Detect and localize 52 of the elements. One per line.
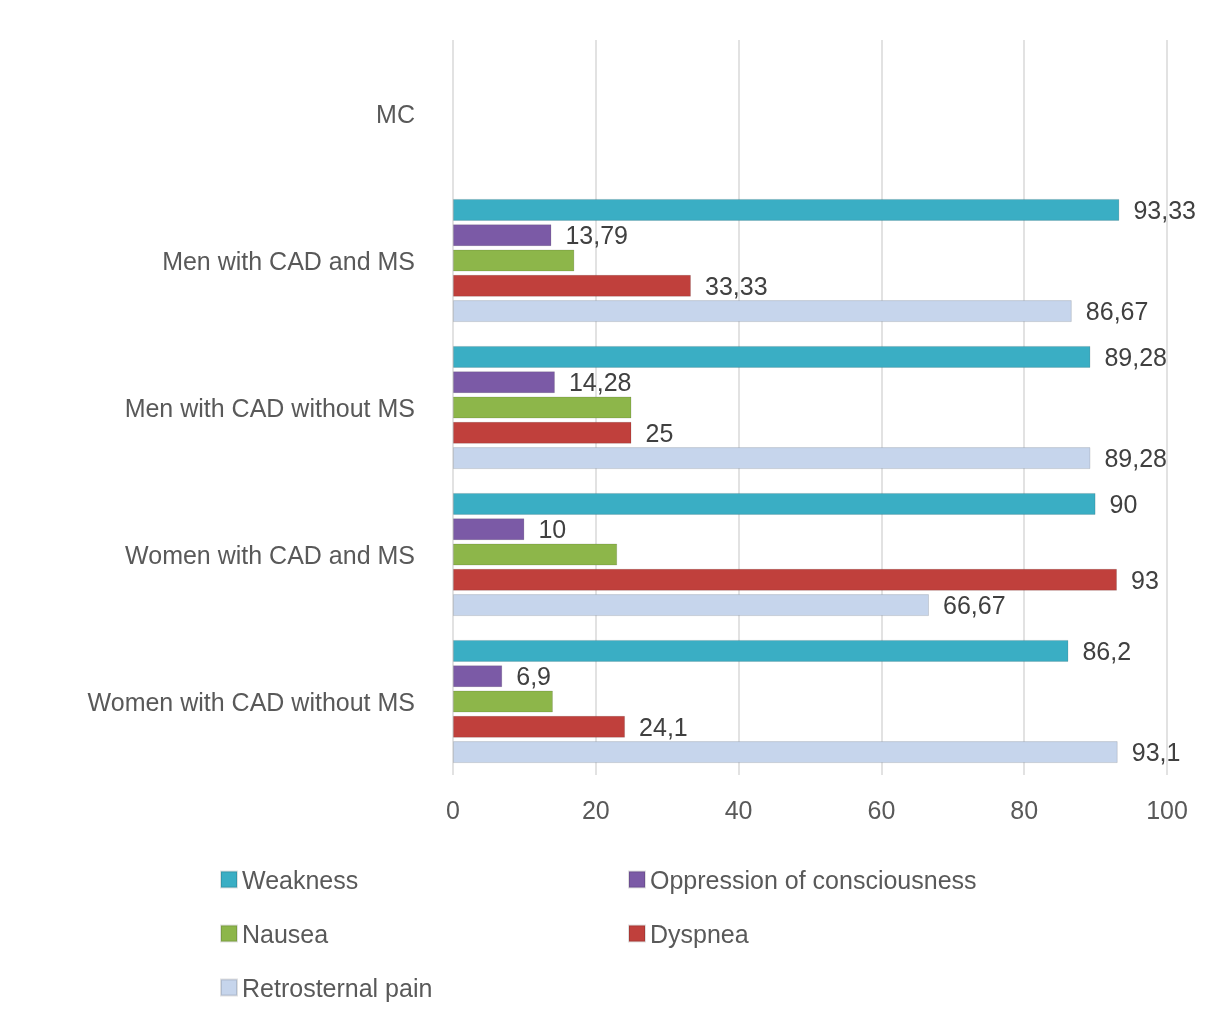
- bar: [453, 639, 1069, 662]
- legend-label: Nausea: [242, 919, 329, 948]
- x-tick-label: 40: [724, 795, 753, 824]
- bar: [453, 224, 552, 247]
- data-label: 25: [645, 418, 674, 447]
- bar: [453, 396, 632, 419]
- bar: [453, 300, 1072, 323]
- bar: [453, 568, 1118, 591]
- y-tick-label: Men with CAD and MS: [162, 246, 415, 275]
- legend-label: Dyspnea: [650, 919, 749, 948]
- data-label: 89,28: [1104, 444, 1168, 473]
- data-label: 6,9: [516, 662, 552, 691]
- bar: [453, 345, 1091, 368]
- x-tick-label: 20: [581, 795, 610, 824]
- data-label: 93,33: [1133, 195, 1196, 224]
- bar: [453, 518, 525, 541]
- x-tick-label: 0: [446, 795, 460, 824]
- bar: [453, 492, 1096, 515]
- legend-label: Oppression of consciousness: [650, 865, 977, 894]
- x-tick-label: 100: [1146, 795, 1188, 824]
- y-tick-label: Women with CAD and MS: [125, 540, 415, 569]
- bar: [453, 543, 618, 566]
- bar: [453, 690, 553, 713]
- data-label: 66,67: [943, 591, 1006, 620]
- data-label: 86,2: [1082, 636, 1132, 665]
- data-label: 86,67: [1085, 297, 1149, 326]
- bar: [453, 447, 1091, 470]
- bar: [453, 594, 930, 617]
- bar: [453, 421, 632, 444]
- y-tick-label: MC: [376, 99, 415, 128]
- legend-label: Retrosternal pain: [242, 973, 433, 1002]
- x-tick-label: 60: [867, 795, 896, 824]
- data-label: 13,79: [565, 221, 629, 250]
- data-label: 93,1: [1131, 738, 1181, 767]
- data-label: 93: [1131, 565, 1159, 594]
- data-label: 24,1: [639, 712, 688, 741]
- bar: [453, 665, 503, 688]
- data-label: 14,28: [568, 368, 632, 397]
- data-label: 10: [538, 515, 567, 544]
- data-label: 33,33: [704, 271, 768, 300]
- bar: [453, 198, 1120, 221]
- legend-label: Weakness: [242, 865, 359, 894]
- data-label: 90: [1109, 489, 1138, 518]
- y-tick-label: Men with CAD without MS: [124, 393, 415, 422]
- x-tick-label: 80: [1010, 795, 1039, 824]
- bar: [453, 249, 575, 272]
- data-label: 89,28: [1104, 342, 1168, 371]
- bar: [453, 371, 555, 394]
- bar: [453, 274, 691, 297]
- bar: [453, 741, 1118, 764]
- bar: [453, 715, 626, 738]
- y-tick-label: Women with CAD without MS: [87, 687, 415, 716]
